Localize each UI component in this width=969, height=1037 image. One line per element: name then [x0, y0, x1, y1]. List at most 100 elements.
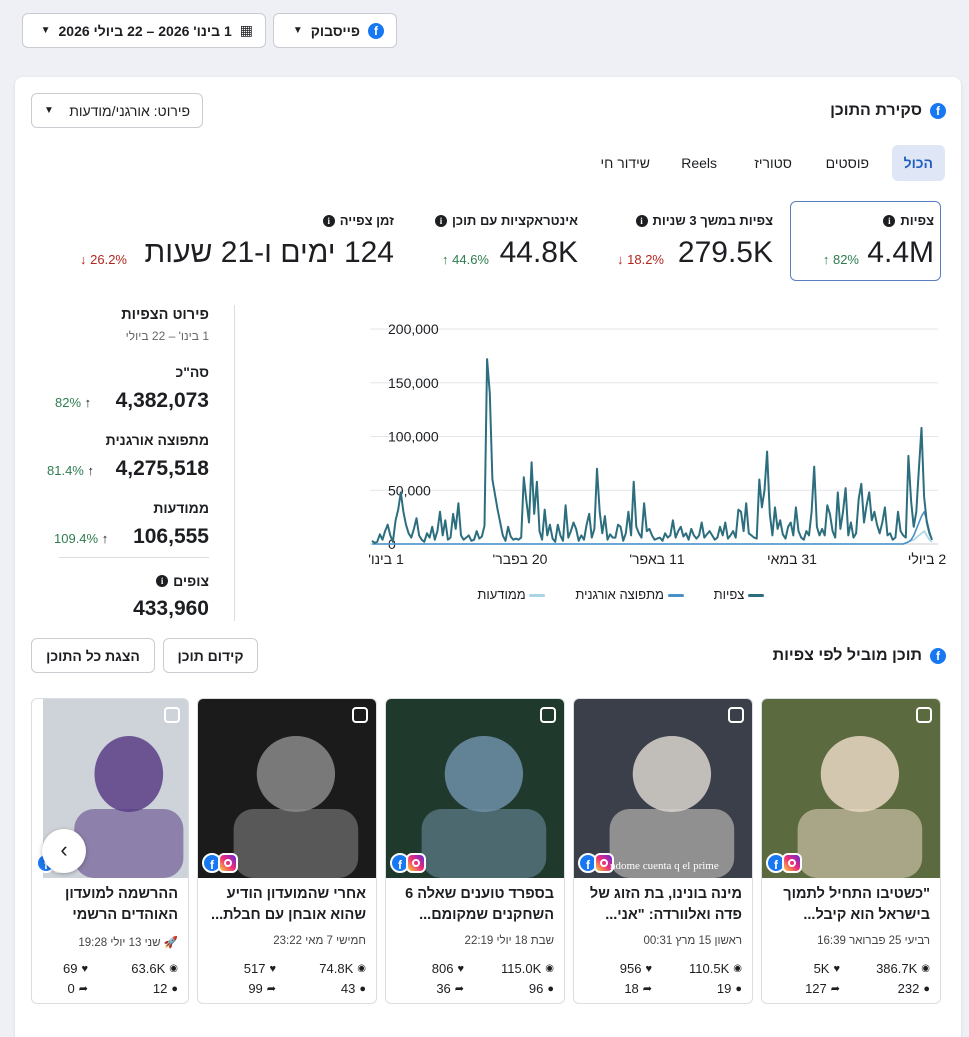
info-icon: i — [635, 214, 648, 227]
arrow-down-icon: ↓ — [617, 252, 624, 267]
legend-swatch — [529, 594, 546, 598]
facebook-icon: f — [930, 103, 946, 119]
eye-icon: ◉ — [169, 963, 178, 974]
legend-label: צפיות — [713, 587, 745, 602]
info-icon: i — [883, 214, 896, 227]
share-icon: ➦ — [642, 983, 652, 995]
instagram-icon — [782, 853, 802, 873]
button-label: הצגת כל התוכן — [46, 647, 140, 664]
breakdown-separator — [59, 557, 209, 558]
date-text: שבת 18 יולי 22:19 — [464, 935, 554, 947]
date-range-dropdown[interactable]: ▦ 1 בינו' 2026 – 22 ביולי 2026 ▼ — [22, 13, 266, 48]
stat-text: 386.7K — [876, 961, 918, 976]
arrow-down-icon: ↓ — [80, 252, 87, 267]
change-text: 44.6% — [452, 252, 489, 267]
metric-views-value: 4.4M — [867, 236, 934, 269]
stat-text: 63.6K — [131, 961, 166, 976]
shares-count: 0 ➦ — [68, 981, 88, 996]
y-tick-label: 150,000 — [388, 375, 439, 391]
tab-stories[interactable]: סטוריז — [742, 145, 804, 181]
metric-views-box[interactable] — [790, 201, 941, 281]
content-title: אחרי שהמועדון הודיע שהוא אובחן עם חבלת..… — [211, 886, 366, 923]
x-tick-label: 31 במאי — [767, 551, 817, 567]
legend-label: מתפוצה אורגנית — [575, 587, 664, 602]
change-text: 26.2% — [90, 252, 127, 267]
likes-count: 956 ♥ — [620, 961, 652, 976]
content-overview-title: f סקירת התוכן — [830, 102, 946, 120]
platform-dropdown[interactable]: f פייסבוק ▼ — [273, 13, 397, 48]
arrow-up-icon: ↑ — [84, 395, 92, 410]
breakdown-viewers-label: צופים i — [156, 573, 209, 589]
likes-count: 69 ♥ — [63, 961, 88, 976]
arrow-up-icon: ↑ — [87, 463, 95, 478]
platform-label: פייסבוק — [310, 22, 360, 39]
content-card[interactable]: f "כשטיבו התחיל לתמוך בישראל הוא קיבל...… — [761, 698, 941, 1004]
comments-count: 232 ● — [898, 981, 930, 996]
chart-legend: צפיות מתפוצה אורגנית ממודעות — [477, 587, 764, 602]
content-card[interactable]: f ndome cuenta q el prime מינה בונינו, ב… — [573, 698, 753, 1004]
tab-reels[interactable]: Reels — [669, 145, 729, 181]
stat-text: 19 — [716, 981, 732, 996]
shares-count: 99 ➦ — [248, 981, 276, 996]
legend-item-organic: מתפוצה אורגנית — [575, 587, 684, 602]
metric-interactions-value: 44.8K — [499, 236, 578, 269]
heart-icon: ♥ — [833, 962, 840, 975]
metric-3s-views-label: צפיות במשך 3 שניות i — [635, 213, 773, 228]
breakdown-ads-change: 109.4% ↑ — [54, 531, 108, 546]
stat-text: 74.8K — [319, 961, 354, 976]
comment-icon: ● — [359, 982, 366, 995]
comment-icon: ● — [547, 982, 554, 995]
heart-icon: ♥ — [269, 962, 276, 975]
eye-icon: ◉ — [733, 963, 742, 974]
chevron-down-icon: ▼ — [40, 25, 51, 36]
tab-posts[interactable]: פוסטים — [814, 145, 881, 181]
show-all-content-button[interactable]: הצגת כל התוכן — [31, 638, 155, 673]
breakdown-total-value: 4,382,073 — [115, 389, 209, 412]
series-line — [372, 511, 933, 545]
tab-label: פוסטים — [825, 155, 869, 171]
metric-views-change: ↑ 82% — [823, 252, 859, 267]
share-icon: ➦ — [78, 983, 88, 995]
breakdown-ads-label: ממודעות — [153, 500, 209, 516]
section-title-text: תוכן מוביל לפי צפיות — [772, 647, 922, 664]
date-text: ראשון 15 מרץ 00:31 — [643, 935, 742, 947]
breakdown-label: פירוט: אורגני/מודעות — [69, 102, 190, 119]
stat-text: 69 — [63, 961, 78, 976]
boost-content-button[interactable]: קידום תוכן — [163, 638, 258, 673]
content-title: בספרד טוענים שאלה 6 השחקנים שמקומם... — [405, 886, 554, 923]
change-text: 82% — [832, 252, 859, 267]
heart-icon: ♥ — [81, 962, 88, 975]
views-count: 63.6K ◉ — [131, 961, 178, 976]
breakdown-dropdown[interactable]: פירוט: אורגני/מודעות ▼ — [31, 93, 203, 128]
chevron-down-icon: ▼ — [292, 25, 303, 36]
instagram-icon — [218, 853, 238, 873]
photo-type-icon — [352, 707, 368, 723]
tab-live[interactable]: שידור חי — [589, 145, 662, 181]
shares-count: 18 ➦ — [624, 981, 652, 996]
info-icon: i — [156, 575, 169, 587]
date-range-label: 1 בינו' 2026 – 22 ביולי 2026 — [58, 22, 232, 39]
content-card[interactable]: f › ההרשמה למועדון האוהדים הרשמי של... 🚀… — [31, 698, 189, 1004]
content-date: 🚀 שני 13 יולי 19:28 — [78, 935, 178, 949]
breakdown-title: פירוט הצפיות — [121, 307, 209, 323]
next-arrow-button[interactable]: › — [42, 829, 86, 873]
section-title-text: סקירת התוכן — [830, 102, 922, 119]
content-card[interactable]: f אחרי שהמועדון הודיע שהוא אובחן עם חבלת… — [197, 698, 377, 1004]
y-tick-label: 200,000 — [388, 321, 439, 337]
metric-watch-time-value: 124 ימים ו-21 שעות — [145, 236, 394, 270]
x-tick-label: 11 באפר' — [629, 551, 685, 567]
x-tick-label: 2 ביולי — [908, 551, 947, 567]
platform-badges: f — [202, 853, 238, 873]
metric-watch-time-label: זמן צפייה i — [322, 213, 394, 228]
arrow-up-icon: ↑ — [442, 252, 449, 267]
content-card[interactable]: f בספרד טוענים שאלה 6 השחקנים שמקומם... … — [385, 698, 565, 1004]
photo-type-icon — [916, 707, 932, 723]
metric-label-text: זמן צפייה — [339, 213, 394, 228]
button-label: קידום תוכן — [177, 647, 244, 664]
metric-interactions-label: אינטראקציות עם תוכן i — [434, 213, 578, 228]
metric-label-text: צפיות — [900, 213, 934, 228]
tab-all[interactable]: הכול — [891, 145, 945, 181]
stat-text: 115.0K — [501, 961, 542, 976]
breakdown-organic-label: מתפוצה אורגנית — [105, 432, 209, 448]
